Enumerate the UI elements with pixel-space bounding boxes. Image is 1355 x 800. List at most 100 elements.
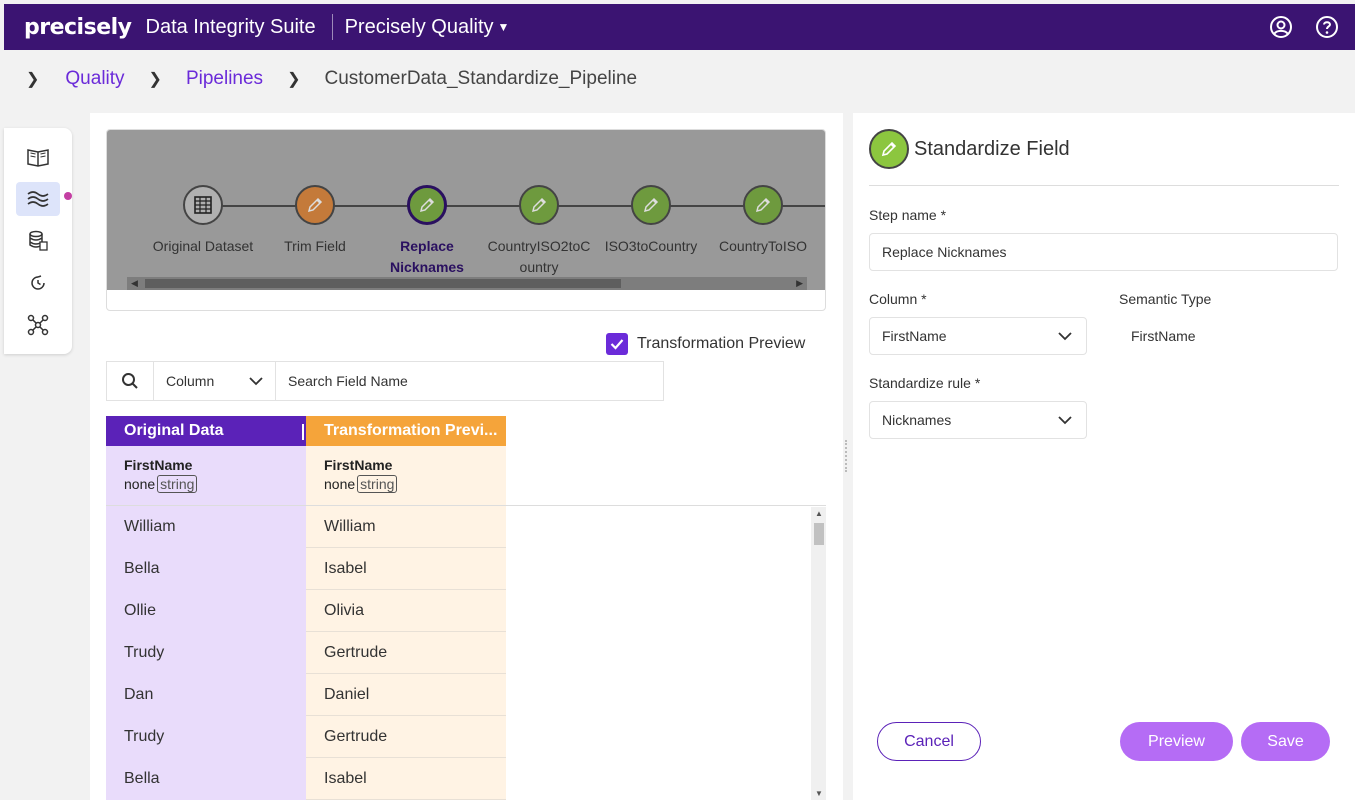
table-cell: Olivia	[306, 590, 506, 632]
breadcrumb-quality[interactable]: Quality	[65, 68, 125, 89]
data-type-tag: string	[357, 475, 398, 493]
pipeline-step-label[interactable]: Original Dataset	[143, 236, 263, 257]
pipeline-step-label-line: CountryToISO	[719, 238, 807, 254]
pipelines-waves-icon[interactable]	[16, 182, 60, 216]
table-cell: Ollie	[106, 590, 306, 632]
pipeline-step-label[interactable]: CountryToISO	[703, 236, 823, 257]
horizontal-scroll-thumb[interactable]	[145, 279, 621, 288]
original-data-header-label: Original Data	[124, 422, 224, 439]
pipeline-main-area: Original Dataset Trim Field Replace Nicknam…	[90, 113, 843, 800]
suite-name: Data Integrity Suite	[145, 15, 316, 38]
scroll-down-arrow-icon[interactable]: ▼	[815, 789, 823, 798]
chevron-down-icon	[1058, 412, 1072, 428]
table-cell: Bella	[106, 548, 306, 590]
pipeline-step-node[interactable]	[407, 185, 447, 225]
pipeline-step-label-line: ISO3toCountry	[604, 238, 698, 254]
table-cell: Gertrude	[306, 716, 506, 758]
pipeline-step-label[interactable]: CountryISO2toC ountry	[479, 236, 599, 278]
save-button[interactable]: Save	[1241, 722, 1330, 761]
search-column-select[interactable]: Column	[154, 361, 276, 401]
breadcrumb-current: CustomerData_Standardize_Pipeline	[324, 68, 638, 89]
data-preview-grid: Original Data FirstName none string Willi…	[106, 416, 826, 800]
transformation-preview-label: Transformation Preview	[637, 335, 806, 352]
panel-title: Standardize Field	[914, 137, 1070, 160]
pipeline-step-label[interactable]: ISO3toCountry	[591, 236, 711, 257]
pipeline-canvas: Original Dataset Trim Field Replace Nicknam…	[107, 130, 825, 290]
preview-field-info: FirstName none string	[306, 446, 506, 506]
table-cell: Gertrude	[306, 632, 506, 674]
pipeline-step-label-line: Trim Field	[284, 238, 346, 254]
catalog-book-icon[interactable]	[16, 140, 60, 174]
pipeline-step-node[interactable]	[295, 185, 335, 225]
pipeline-connector-line	[205, 205, 825, 207]
pipeline-step-node[interactable]	[743, 185, 783, 225]
pencil-icon	[419, 197, 435, 213]
pipeline-step-node[interactable]	[183, 185, 223, 225]
step-name-input[interactable]: Replace Nicknames	[869, 233, 1338, 271]
left-nav-rail	[4, 128, 72, 354]
checkbox-checked-icon[interactable]	[606, 333, 628, 355]
table-cell: William	[106, 506, 306, 548]
pipeline-step-label[interactable]: Trim Field	[255, 236, 375, 257]
column-resize-handle[interactable]	[302, 424, 304, 440]
pipeline-step-node[interactable]	[519, 185, 559, 225]
product-switcher[interactable]: Precisely Quality ▼	[345, 16, 510, 39]
horizontal-scrollbar[interactable]: ◀ ▶	[127, 277, 807, 290]
datasets-icon[interactable]	[16, 224, 60, 258]
original-data-header[interactable]: Original Data	[106, 416, 306, 446]
transformation-preview-toggle[interactable]: Transformation Preview	[606, 333, 805, 355]
semantic-type-value: FirstName	[1131, 328, 1196, 344]
pipeline-step-node[interactable]	[631, 185, 671, 225]
semantic-type-label: Semantic Type	[1119, 291, 1212, 307]
column-select[interactable]: FirstName	[869, 317, 1087, 355]
chevron-down-icon	[249, 373, 263, 389]
help-icon[interactable]	[1315, 15, 1339, 39]
transformation-preview-header[interactable]: Transformation Previ...	[306, 416, 506, 446]
breadcrumb: ❯ Quality ❯ Pipelines ❯ CustomerData_Sta…	[4, 52, 637, 106]
pencil-icon	[307, 197, 323, 213]
standardize-field-panel: Standardize Field Step name * Replace Ni…	[853, 113, 1355, 800]
pipeline-step-label[interactable]: Replace Nicknames	[367, 236, 487, 278]
chevron-down-icon	[1058, 328, 1072, 344]
scroll-right-arrow-icon[interactable]: ▶	[796, 278, 803, 288]
vertical-scrollbar[interactable]: ▲ ▼	[811, 507, 826, 800]
table-cell: Dan	[106, 674, 306, 716]
precisely-logo[interactable]: precisely	[24, 14, 132, 40]
table-cell: Daniel	[306, 674, 506, 716]
pencil-icon	[755, 197, 771, 213]
step-name-label: Step name *	[869, 207, 947, 223]
breadcrumb-pipelines[interactable]: Pipelines	[185, 68, 264, 89]
pencil-icon	[531, 197, 547, 213]
caret-down-icon: ▼	[497, 20, 510, 34]
grid-header-divider	[106, 505, 826, 506]
pipeline-step-label-line: Nicknames	[390, 259, 464, 275]
data-type-tag: string	[157, 475, 198, 493]
standardize-rule-select[interactable]: Nicknames	[869, 401, 1087, 439]
cancel-button[interactable]: Cancel	[877, 722, 981, 761]
scroll-up-arrow-icon[interactable]: ▲	[815, 509, 823, 518]
column-select-value: FirstName	[882, 328, 947, 344]
schedule-icon[interactable]	[16, 266, 60, 300]
pencil-icon	[643, 197, 659, 213]
table-cell: Trudy	[106, 716, 306, 758]
original-data-column: Original Data FirstName none string Willi…	[106, 416, 306, 800]
semantic-type: none	[124, 476, 156, 492]
scroll-left-arrow-icon[interactable]: ◀	[131, 278, 138, 288]
search-field-input[interactable]	[276, 361, 664, 401]
panel-resize-handle[interactable]	[845, 440, 849, 472]
original-field-info: FirstName none string	[106, 446, 306, 506]
vertical-scroll-thumb[interactable]	[814, 523, 824, 545]
table-cell: Bella	[106, 758, 306, 800]
pipeline-step-label-line: Replace	[400, 238, 454, 254]
chevron-right-icon: ❯	[287, 71, 301, 88]
panel-divider	[869, 185, 1339, 186]
search-icon[interactable]	[106, 361, 154, 401]
standardize-rule-value: Nicknames	[882, 412, 952, 428]
preview-button[interactable]: Preview	[1120, 722, 1233, 761]
chevron-right-icon: ❯	[26, 71, 40, 88]
field-name: FirstName	[324, 457, 393, 473]
lineage-graph-icon[interactable]	[16, 308, 60, 342]
panel-header: Standardize Field	[869, 129, 1070, 169]
user-account-icon[interactable]	[1269, 15, 1293, 39]
product-name: Precisely Quality	[344, 15, 494, 38]
